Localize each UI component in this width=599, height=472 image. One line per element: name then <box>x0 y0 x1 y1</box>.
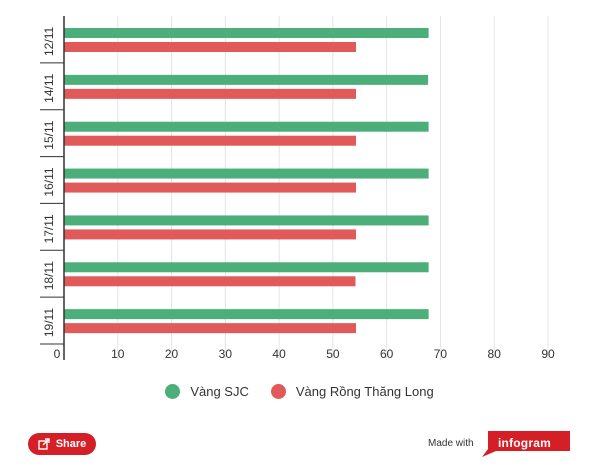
x-tick-label: 0 <box>54 347 61 361</box>
bar[interactable] <box>64 42 357 52</box>
x-tick-label: 70 <box>434 347 448 361</box>
x-tick-label: 30 <box>219 347 233 361</box>
bar[interactable] <box>64 323 357 334</box>
y-tick-label: 19/11 <box>42 308 56 337</box>
chart: 12/11 14/11 15/11 16/11 17/11 18/11 19/11 0 10 2… <box>40 16 555 361</box>
bar[interactable] <box>64 168 429 179</box>
bar[interactable] <box>64 28 429 38</box>
y-axis-labels: 12/11 14/11 15/11 16/11 17/11 18/11 19/11 <box>42 27 56 338</box>
legend-label-sjc: Vàng SJC <box>190 384 249 399</box>
y-tick-label: 15/11 <box>42 120 56 149</box>
share-button[interactable]: Share <box>28 433 96 455</box>
y-tick-label: 12/11 <box>42 27 56 56</box>
x-tick-label: 20 <box>165 347 179 361</box>
share-label: Share <box>55 438 87 450</box>
infogram-brand-text: infogram <box>498 436 551 450</box>
y-tick-label: 17/11 <box>42 214 56 243</box>
made-with-text: Made with <box>428 438 474 449</box>
bar[interactable] <box>64 309 429 320</box>
legend-dot-sjc <box>165 384 181 399</box>
x-tick-label: 10 <box>111 347 125 361</box>
bar[interactable] <box>64 215 429 226</box>
x-tick-label: 80 <box>488 347 502 361</box>
share-icon <box>38 438 50 450</box>
bar[interactable] <box>64 135 357 146</box>
bar[interactable] <box>64 276 356 287</box>
legend-label-rong-thang-long: Vàng Rồng Thăng Long <box>295 384 434 399</box>
bar[interactable] <box>64 121 429 132</box>
x-axis-labels: 0 10 20 30 40 50 60 70 80 90 <box>54 347 555 361</box>
bar[interactable] <box>64 74 429 85</box>
x-tick-label: 60 <box>380 347 394 361</box>
legend-dot-rong-thang-long <box>270 384 286 399</box>
bars <box>64 28 429 334</box>
bar[interactable] <box>64 262 429 273</box>
infogram-logo[interactable] <box>482 431 570 457</box>
legend-item-sjc[interactable]: Vàng SJC <box>165 384 249 399</box>
legend-item-rong-thang-long[interactable]: Vàng Rồng Thăng Long <box>270 384 434 399</box>
legend: Vàng SJC Vàng Rồng Thăng Long <box>0 384 599 399</box>
x-tick-label: 90 <box>541 347 555 361</box>
x-tick-label: 40 <box>272 347 286 361</box>
y-tick-label: 14/11 <box>42 73 56 102</box>
bar[interactable] <box>64 88 357 99</box>
bar[interactable] <box>64 182 357 193</box>
x-tick-label: 50 <box>326 347 340 361</box>
bar[interactable] <box>64 229 357 240</box>
y-tick-label: 16/11 <box>42 167 56 196</box>
y-tick-label: 18/11 <box>42 261 56 290</box>
